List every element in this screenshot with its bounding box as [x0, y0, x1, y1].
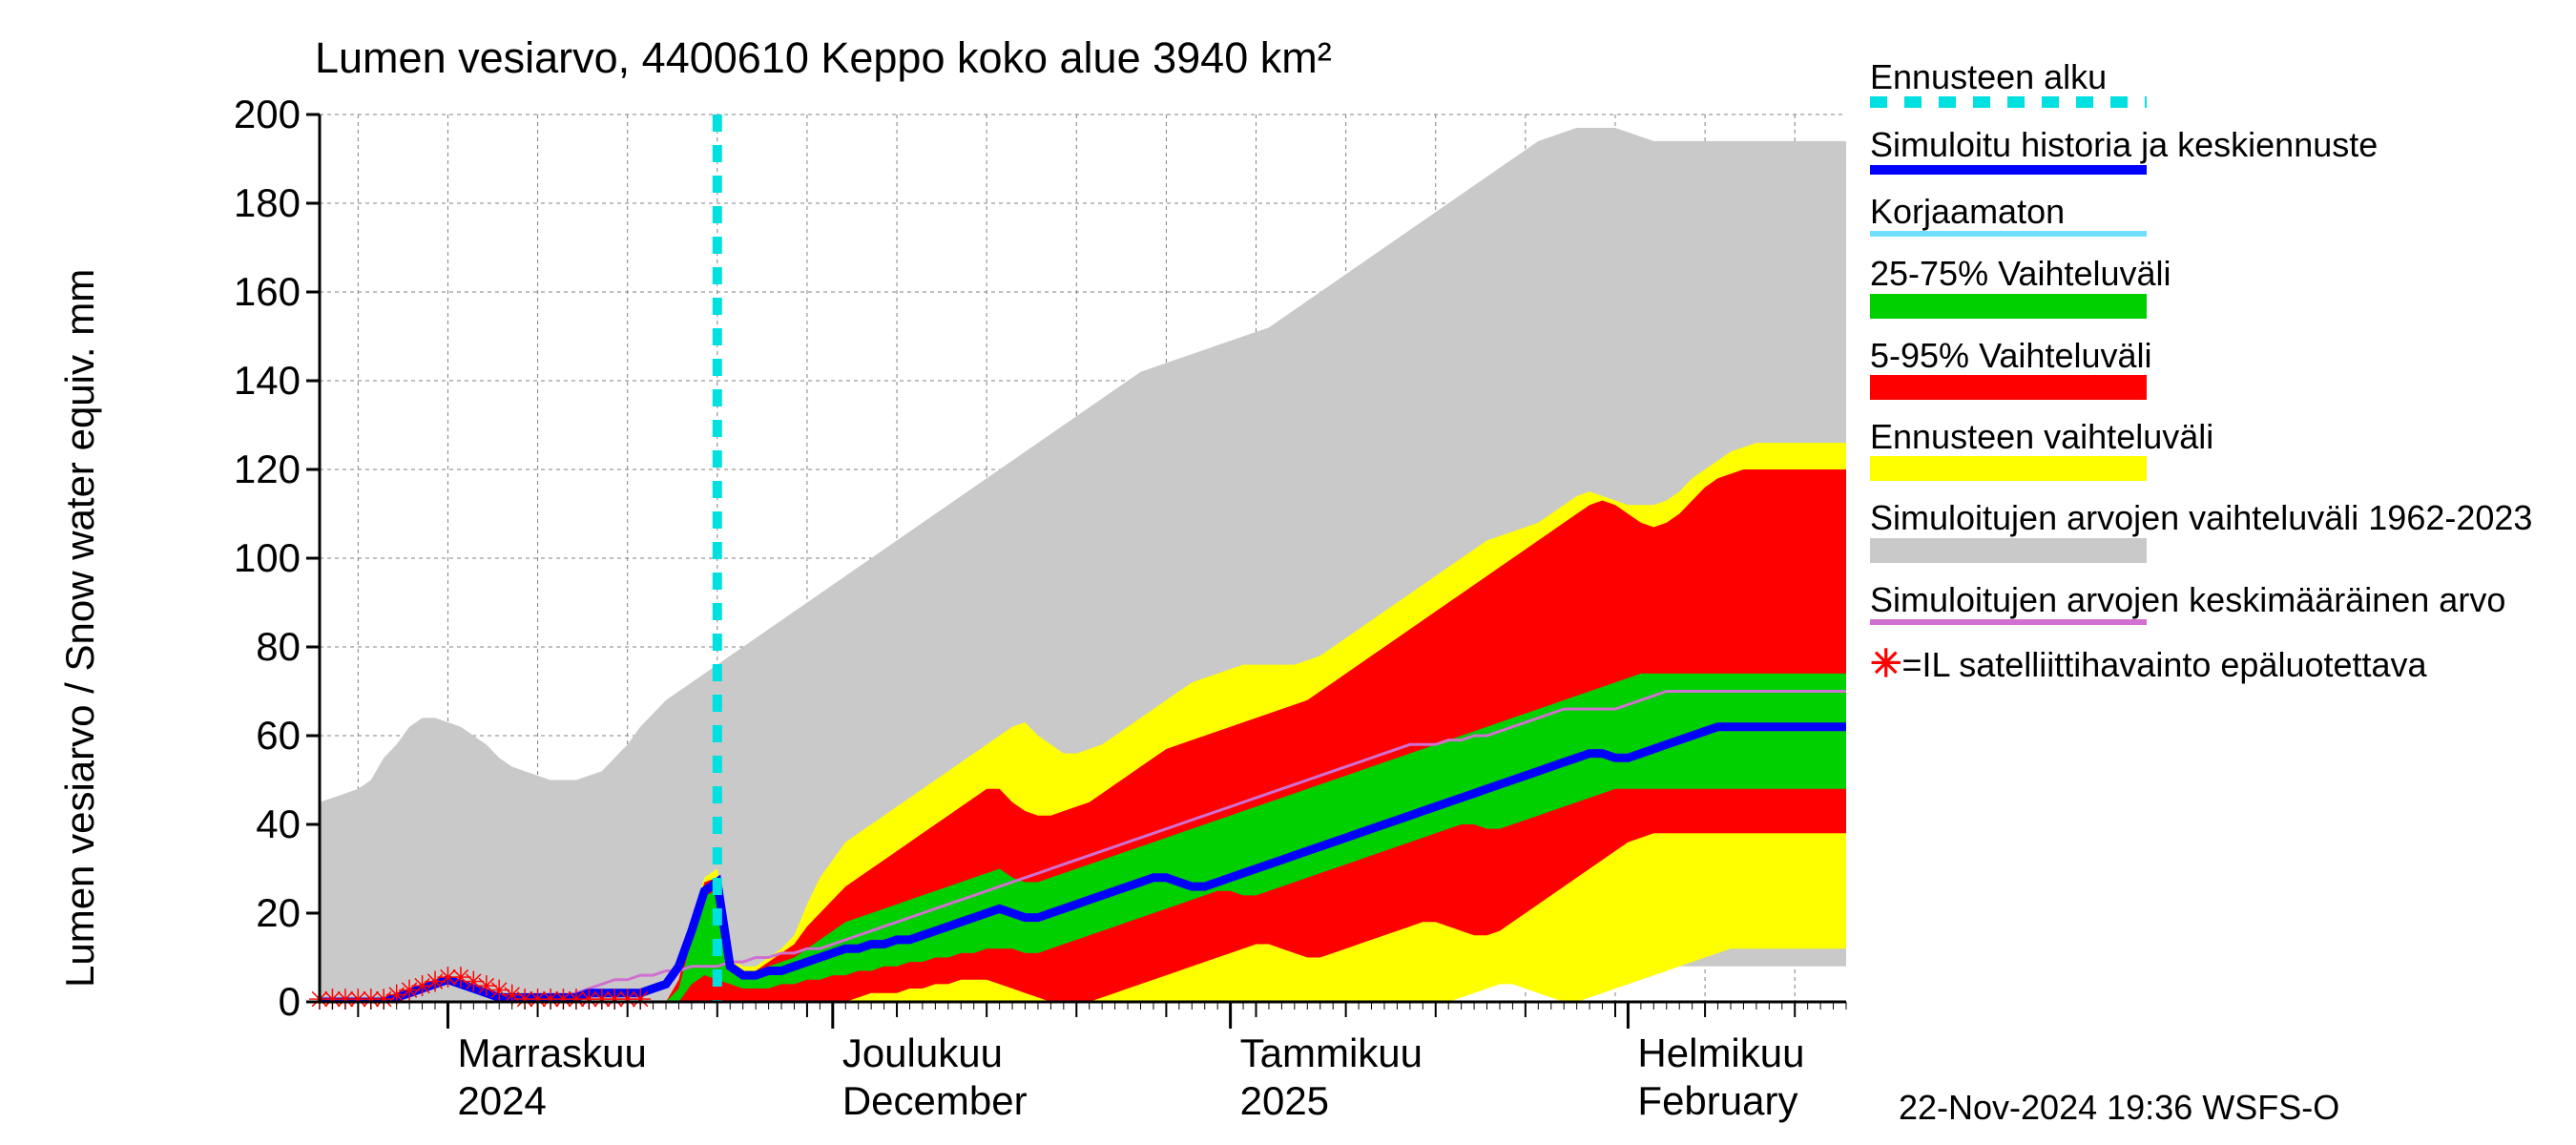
footer-timestamp: 22-Nov-2024 19:36 WSFS-O	[1899, 1088, 2339, 1128]
legend-item: Simuloitu historia ja keskiennuste	[1870, 125, 2557, 174]
x-tick-label: Marraskuu	[457, 1030, 646, 1076]
y-tick-label: 20	[196, 890, 301, 936]
legend-marker-text: =IL satelliittihavainto epäluotettava	[1902, 645, 2427, 684]
legend-swatch	[1870, 538, 2147, 563]
legend-label: Ennusteen alku	[1870, 57, 2557, 96]
legend-label: 25-75% Vaihteluväli	[1870, 254, 2557, 293]
legend-swatch	[1870, 456, 2147, 481]
y-tick-label: 40	[196, 802, 301, 847]
legend-swatch	[1870, 375, 2147, 400]
legend-marker-note: ✳=IL satelliittihavainto epäluotettava	[1870, 642, 2557, 686]
y-tick-label: 60	[196, 713, 301, 759]
x-tick-label: Helmikuu	[1637, 1030, 1804, 1076]
legend-swatch	[1870, 294, 2147, 319]
y-tick-label: 140	[196, 358, 301, 404]
legend: Ennusteen alku Simuloitu historia ja kesk…	[1870, 57, 2557, 686]
legend-swatch	[1870, 165, 2147, 175]
y-tick-label: 200	[196, 92, 301, 137]
legend-label: Simuloitujen arvojen vaihteluväli 1962-2…	[1870, 498, 2557, 537]
legend-item: Simuloitujen arvojen keskimääräinen arvo	[1870, 580, 2557, 625]
legend-item: Ennusteen alku	[1870, 57, 2557, 108]
legend-item: Ennusteen vaihteluväli	[1870, 417, 2557, 481]
legend-item: Simuloitujen arvojen vaihteluväli 1962-2…	[1870, 498, 2557, 562]
legend-label: 5-95% Vaihteluväli	[1870, 336, 2557, 375]
x-tick-label: 2025	[1240, 1078, 1329, 1124]
y-tick-label: 80	[196, 624, 301, 670]
chart-root: Lumen vesiarvo, 4400610 Keppo koko alue …	[0, 0, 2576, 1145]
y-tick-label: 100	[196, 535, 301, 581]
legend-item: Korjaamaton	[1870, 192, 2557, 237]
y-tick-label: 180	[196, 180, 301, 226]
y-tick-label: 160	[196, 269, 301, 315]
legend-label: Ennusteen vaihteluväli	[1870, 417, 2557, 456]
legend-item: 5-95% Vaihteluväli	[1870, 336, 2557, 400]
x-tick-label: December	[842, 1078, 1028, 1124]
legend-swatch	[1870, 231, 2147, 237]
legend-swatch	[1870, 619, 2147, 625]
x-tick-label: Joulukuu	[842, 1030, 1003, 1076]
legend-label: Simuloitu historia ja keskiennuste	[1870, 125, 2557, 164]
x-tick-label: Tammikuu	[1240, 1030, 1423, 1076]
y-tick-label: 0	[196, 979, 301, 1025]
x-tick-label: February	[1637, 1078, 1797, 1124]
legend-swatch	[1870, 96, 2147, 108]
legend-label: Simuloitujen arvojen keskimääräinen arvo	[1870, 580, 2557, 619]
legend-label: Korjaamaton	[1870, 192, 2557, 231]
asterisk-icon: ✳	[1870, 643, 1902, 685]
y-tick-label: 120	[196, 447, 301, 492]
legend-item: 25-75% Vaihteluväli	[1870, 254, 2557, 318]
x-tick-label: 2024	[457, 1078, 546, 1124]
